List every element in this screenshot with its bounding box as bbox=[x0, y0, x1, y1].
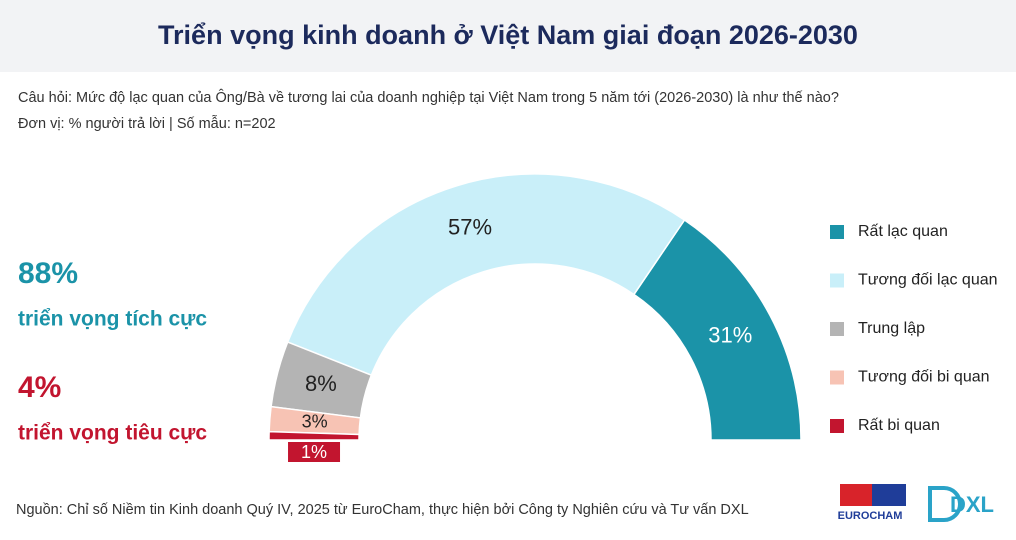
logo-eurocham: EUROCHAM bbox=[838, 484, 906, 522]
flag-vn bbox=[840, 484, 872, 506]
flag-eu bbox=[872, 484, 906, 506]
legend-swatch bbox=[830, 273, 844, 288]
annotation-value: 4% bbox=[18, 371, 61, 404]
value-label: 57% bbox=[448, 215, 492, 240]
annotation-value: 88% bbox=[18, 257, 78, 290]
subtitle: Câu hỏi: Mức độ lạc quan của Ông/Bà về t… bbox=[18, 89, 839, 106]
legend-label: Tương đối lạc quan bbox=[858, 272, 998, 289]
subtitle: Đơn vị: % người trả lời | Số mẫu: n=202 bbox=[18, 115, 276, 132]
annotation-caption: triển vọng tiêu cực bbox=[18, 422, 207, 445]
value-label: 31% bbox=[708, 322, 752, 347]
legend-label: Rất lạc quan bbox=[858, 223, 948, 240]
logo-dxl: DXL bbox=[928, 486, 994, 522]
legend-swatch bbox=[830, 322, 844, 336]
source: Nguồn: Chỉ số Niềm tin Kinh doanh Quý IV… bbox=[16, 502, 749, 518]
segment bbox=[286, 173, 686, 377]
legend-label: Rất bi quan bbox=[858, 417, 940, 434]
chart-title: Triển vọng kinh doanh ở Việt Nam giai đo… bbox=[158, 20, 858, 50]
legend-swatch bbox=[830, 419, 844, 433]
legend-swatch bbox=[830, 225, 844, 239]
label-box bbox=[288, 442, 341, 462]
header-band bbox=[0, 0, 1016, 72]
legend-label: Trung lập bbox=[858, 320, 925, 337]
legend-swatch bbox=[830, 370, 844, 385]
value-label: 3% bbox=[302, 411, 328, 431]
logo-shape bbox=[928, 486, 962, 522]
value-label: 1% bbox=[301, 442, 327, 462]
value-label: 8% bbox=[305, 371, 337, 396]
segment bbox=[268, 430, 360, 441]
annotation-caption: triển vọng tích cực bbox=[18, 308, 207, 331]
logo-text: DXL bbox=[950, 492, 994, 517]
legend-label: Tương đối bi quan bbox=[858, 369, 990, 386]
logo-text: EUROCHAM bbox=[838, 510, 903, 522]
